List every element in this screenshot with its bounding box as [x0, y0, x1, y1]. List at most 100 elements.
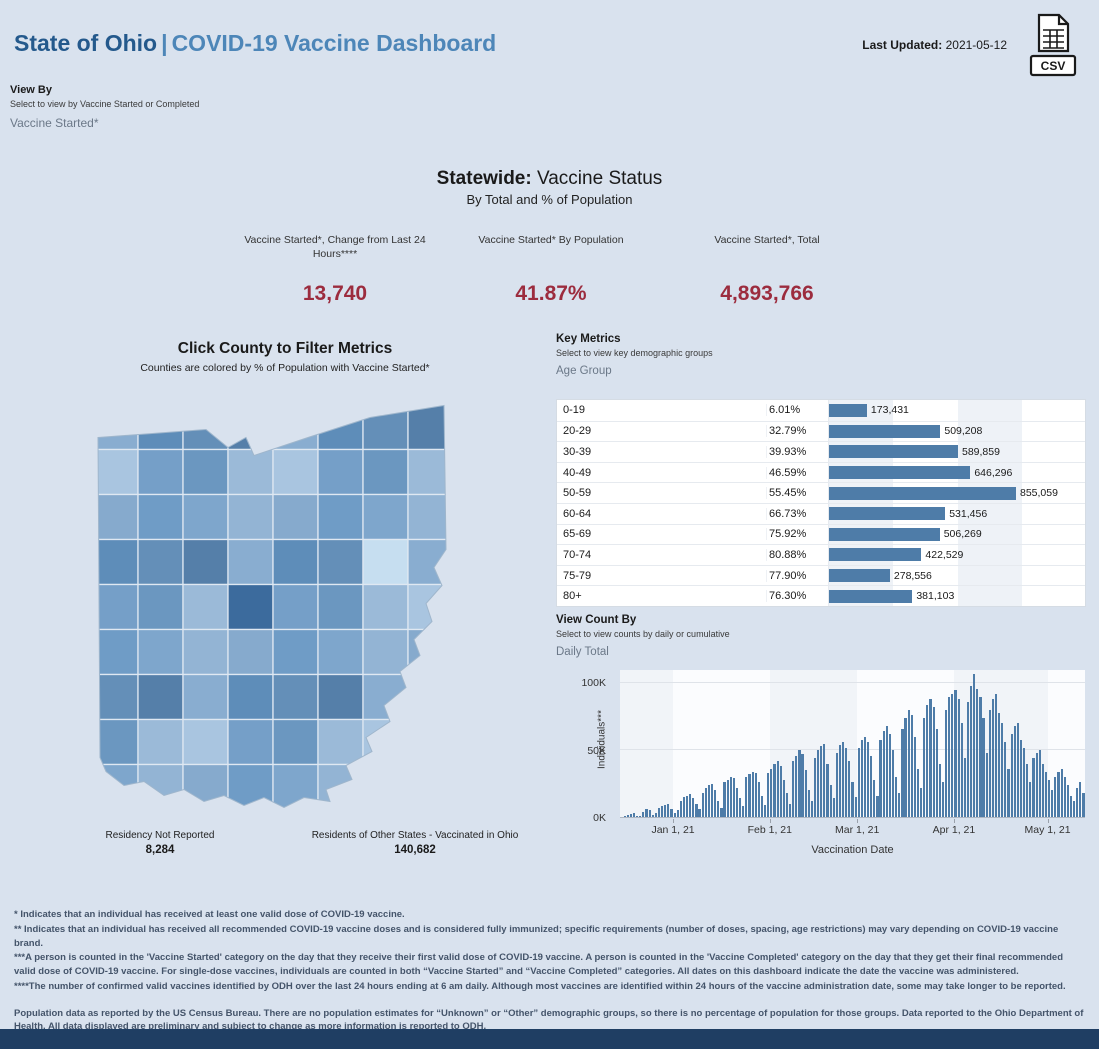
daily-count-bar[interactable]: [723, 782, 726, 817]
daily-count-bar[interactable]: [832, 798, 835, 817]
daily-count-bar[interactable]: [969, 686, 973, 817]
daily-count-bar[interactable]: [788, 803, 792, 817]
daily-count-bar[interactable]: [1004, 742, 1007, 817]
daily-count-bar[interactable]: [764, 804, 767, 817]
daily-count-bar[interactable]: [963, 758, 966, 817]
daily-count-bar[interactable]: [1023, 747, 1026, 817]
daily-count-bar[interactable]: [1010, 734, 1013, 817]
county-cell[interactable]: [227, 583, 274, 631]
county-cell[interactable]: [182, 405, 229, 451]
daily-count-bar[interactable]: [879, 739, 882, 817]
county-cell[interactable]: [137, 673, 184, 721]
daily-count-bar[interactable]: [692, 798, 695, 817]
daily-count-bar[interactable]: [932, 707, 935, 817]
daily-count-bar[interactable]: [1079, 782, 1082, 817]
county-cell[interactable]: [407, 763, 453, 810]
daily-count-bar[interactable]: [629, 813, 632, 817]
daily-count-bar[interactable]: [770, 768, 773, 817]
county-cell[interactable]: [182, 763, 229, 810]
county-cell[interactable]: [137, 538, 184, 586]
daily-count-bar[interactable]: [907, 710, 910, 817]
county-cell[interactable]: [272, 763, 319, 810]
daily-count-bar[interactable]: [982, 718, 985, 817]
county-cell[interactable]: [362, 718, 409, 766]
county-cell[interactable]: [182, 628, 229, 676]
daily-count-bar[interactable]: [857, 747, 860, 817]
county-cell[interactable]: [317, 673, 364, 721]
age-count-bar[interactable]: [829, 466, 971, 480]
age-count-bar[interactable]: [829, 445, 958, 459]
county-cell[interactable]: [317, 538, 364, 586]
daily-count-bar[interactable]: [642, 811, 645, 817]
daily-count-bar[interactable]: [742, 806, 745, 817]
daily-count-bar[interactable]: [823, 743, 826, 817]
county-cell[interactable]: [317, 628, 364, 676]
daily-count-bar[interactable]: [745, 776, 748, 817]
county-cell[interactable]: [182, 718, 229, 766]
count-mode-dropdown[interactable]: Daily Total: [556, 646, 609, 658]
county-cell[interactable]: [272, 448, 319, 496]
county-cell[interactable]: [362, 448, 409, 496]
daily-count-bar[interactable]: [898, 792, 901, 817]
daily-count-bar[interactable]: [801, 754, 804, 817]
daily-count-bar[interactable]: [667, 803, 670, 817]
daily-count-bar[interactable]: [739, 798, 742, 817]
daily-count-bar[interactable]: [782, 779, 785, 817]
daily-count-bar[interactable]: [807, 790, 810, 817]
daily-count-bar[interactable]: [632, 813, 636, 817]
daily-count-bar[interactable]: [1019, 739, 1023, 817]
daily-count-bar[interactable]: [792, 760, 795, 817]
daily-count-bar[interactable]: [913, 736, 916, 817]
county-cell[interactable]: [407, 448, 453, 496]
county-cell[interactable]: [182, 583, 229, 631]
daily-count-bar[interactable]: [882, 731, 885, 817]
age-count-bar[interactable]: [829, 548, 922, 562]
county-cell[interactable]: [137, 763, 184, 810]
demographic-group-dropdown[interactable]: Age Group: [556, 365, 612, 377]
county-cell[interactable]: [182, 538, 229, 586]
csv-download-button[interactable]: CSV: [1029, 13, 1077, 77]
daily-count-bar[interactable]: [1057, 771, 1060, 817]
daily-count-bar[interactable]: [904, 718, 907, 817]
county-cell[interactable]: [407, 628, 453, 676]
daily-count-bar[interactable]: [842, 742, 845, 817]
daily-count-bar[interactable]: [1044, 771, 1048, 817]
daily-count-bar[interactable]: [895, 776, 898, 817]
daily-count-bar[interactable]: [926, 704, 929, 817]
county-cell[interactable]: [93, 538, 139, 586]
daily-count-bar[interactable]: [689, 794, 692, 817]
daily-count-bar[interactable]: [860, 739, 863, 817]
county-cell[interactable]: [272, 493, 319, 541]
county-cell[interactable]: [362, 628, 409, 676]
daily-count-bar[interactable]: [686, 795, 689, 817]
county-cell[interactable]: [317, 448, 364, 496]
county-cell[interactable]: [182, 673, 229, 721]
daily-count-bar[interactable]: [726, 779, 729, 817]
daily-count-bar[interactable]: [820, 746, 823, 817]
daily-count-bar[interactable]: [938, 763, 941, 817]
daily-count-bar[interactable]: [1072, 800, 1076, 817]
county-cell[interactable]: [93, 448, 139, 496]
daily-count-bar[interactable]: [948, 696, 951, 817]
daily-count-bar[interactable]: [1007, 768, 1010, 817]
daily-count-bar[interactable]: [798, 750, 801, 817]
county-cell[interactable]: [272, 583, 319, 631]
daily-count-bar[interactable]: [804, 770, 807, 817]
county-cell[interactable]: [362, 538, 409, 586]
daily-count-bar[interactable]: [876, 795, 879, 817]
daily-count-bar[interactable]: [751, 771, 754, 817]
county-cell[interactable]: [137, 493, 184, 541]
daily-count-bar[interactable]: [1032, 758, 1035, 817]
daily-count-bar[interactable]: [717, 800, 720, 817]
daily-count-bar[interactable]: [695, 803, 698, 817]
daily-count-bar[interactable]: [945, 710, 948, 817]
age-count-bar[interactable]: [829, 486, 1016, 500]
daily-count-bar[interactable]: [704, 787, 707, 817]
county-cell[interactable]: [317, 493, 364, 541]
daily-count-bar[interactable]: [760, 795, 764, 817]
daily-count-bar[interactable]: [1054, 776, 1057, 817]
daily-count-bar[interactable]: [710, 783, 714, 817]
daily-count-bar[interactable]: [910, 715, 913, 817]
daily-count-bar[interactable]: [916, 768, 920, 817]
daily-count-bar[interactable]: [991, 699, 995, 817]
